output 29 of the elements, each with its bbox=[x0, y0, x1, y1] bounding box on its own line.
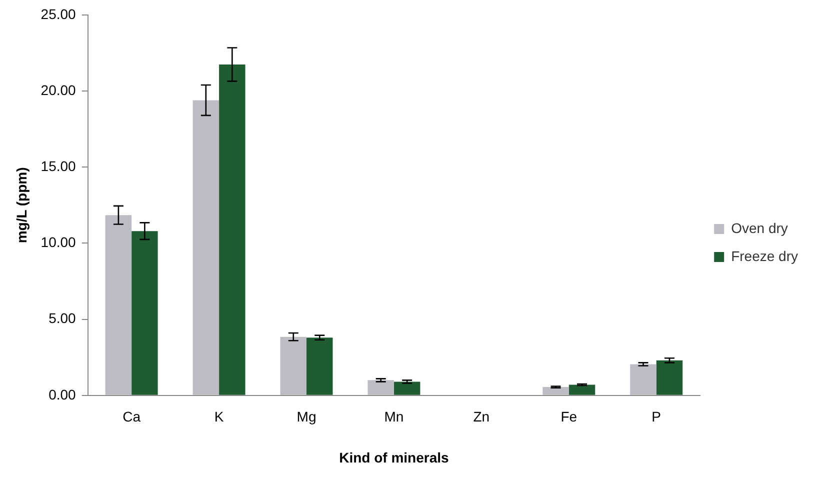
y-tick-label: 5.00 bbox=[48, 310, 76, 326]
y-tick-label: 0.00 bbox=[48, 386, 76, 402]
x-axis-title: Kind of minerals bbox=[339, 449, 450, 466]
bar bbox=[394, 382, 420, 395]
x-tick-label: P bbox=[652, 408, 662, 425]
bar bbox=[105, 215, 132, 395]
bar bbox=[280, 336, 306, 395]
bar bbox=[568, 384, 596, 395]
bar bbox=[630, 364, 656, 395]
bar bbox=[542, 387, 569, 395]
bar bbox=[192, 100, 220, 395]
y-tick-label: 10.00 bbox=[40, 234, 76, 250]
bar bbox=[306, 338, 333, 395]
y-axis-title: mg/L (ppm) bbox=[13, 167, 30, 244]
bar bbox=[368, 380, 394, 395]
x-tick-label: Ca bbox=[122, 408, 141, 425]
legend-label: Oven dry bbox=[731, 220, 788, 236]
x-tick-label: Mg bbox=[296, 408, 316, 425]
legend-label: Freeze dry bbox=[731, 248, 798, 264]
bar bbox=[219, 64, 246, 395]
bar bbox=[656, 360, 683, 395]
x-tick-label: Fe bbox=[560, 408, 578, 425]
y-tick-label: 25.00 bbox=[40, 6, 76, 22]
y-tick-label: 15.00 bbox=[40, 158, 76, 174]
x-tick-label: Mn bbox=[384, 408, 404, 425]
bar bbox=[132, 231, 158, 395]
y-tick-label: 20.00 bbox=[40, 82, 76, 98]
x-tick-label: K bbox=[214, 408, 224, 425]
x-tick-label: Zn bbox=[473, 408, 490, 425]
